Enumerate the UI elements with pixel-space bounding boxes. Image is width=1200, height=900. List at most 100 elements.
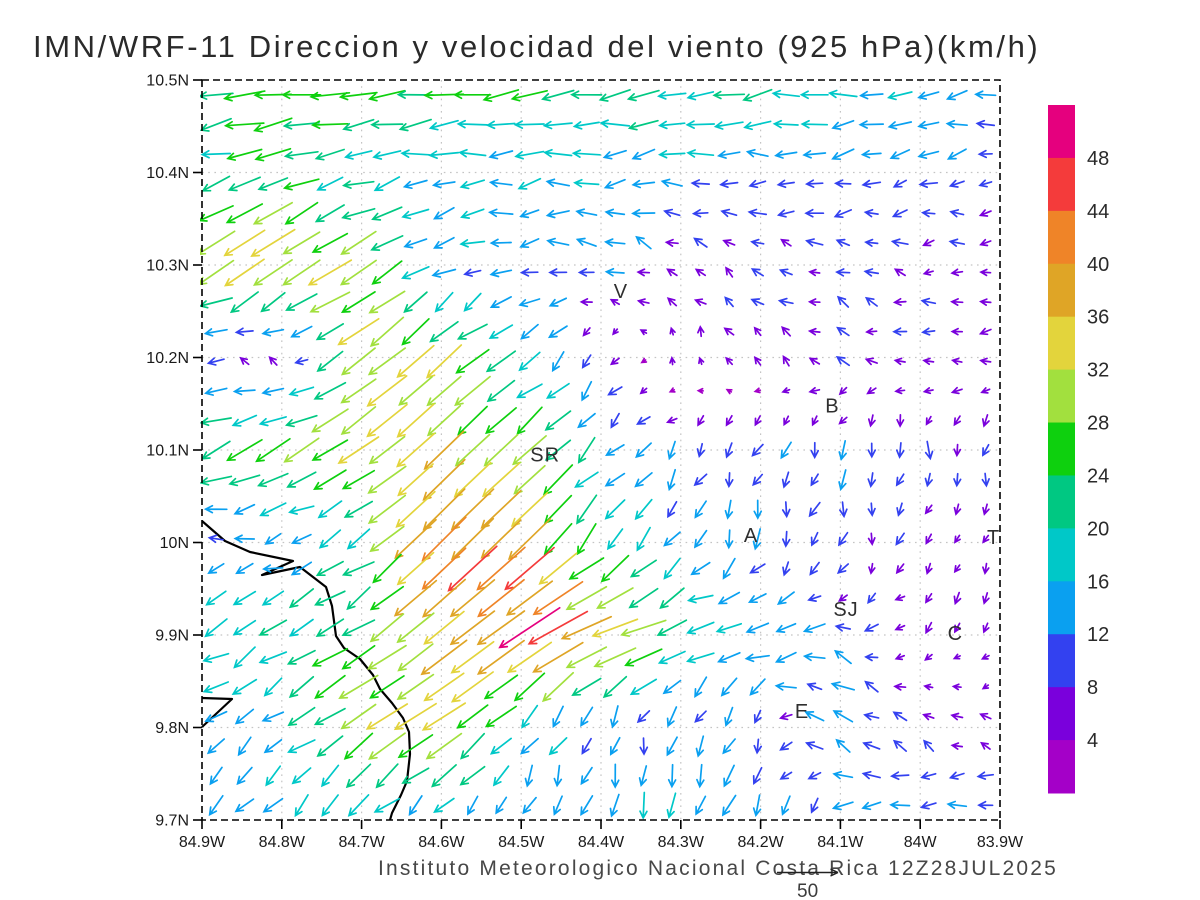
wind-arrow	[634, 472, 653, 488]
y-tick-label: 9.8N	[155, 720, 189, 737]
wind-arrow	[259, 502, 287, 517]
y-tick-label: 10.1N	[146, 443, 189, 460]
wind-arrow	[698, 356, 705, 366]
wind-arrow	[896, 413, 905, 428]
wind-arrow	[250, 228, 296, 257]
wind-arrow	[517, 177, 542, 190]
wind-arrow	[804, 179, 824, 188]
wind-arrow	[206, 357, 225, 366]
wind-arrow	[283, 150, 319, 160]
wind-arrow	[977, 800, 994, 810]
wind-arrow	[368, 732, 406, 760]
wind-arrow	[576, 494, 598, 525]
wind-arrow	[313, 381, 347, 400]
wind-arrow	[657, 149, 686, 159]
wind-arrow	[340, 230, 377, 256]
wind-arrow	[484, 705, 517, 728]
wind-arrow	[656, 619, 688, 636]
wind-arrow	[889, 800, 911, 810]
wind-arrow	[459, 179, 486, 190]
wind-arrow	[577, 436, 596, 464]
wind-arrow	[544, 410, 572, 431]
reference-speed-label: 50	[797, 881, 818, 900]
wind-arrow	[233, 503, 256, 515]
wind-arrow	[982, 503, 990, 516]
wind-arrow	[836, 326, 850, 337]
wind-arrow	[639, 387, 648, 395]
wind-arrow	[693, 529, 708, 549]
y-tick-label: 10N	[160, 535, 189, 552]
wind-arrow	[833, 209, 853, 219]
wind-arrow	[483, 674, 519, 700]
wind-arrow	[282, 231, 321, 255]
wind-arrow	[924, 653, 933, 661]
x-tick-label: 83.9W	[977, 834, 1024, 851]
wind-arrow	[543, 148, 573, 158]
wind-arrow	[226, 148, 263, 161]
wind-arrow	[482, 89, 520, 103]
wind-arrow	[459, 239, 486, 248]
wind-arrow	[835, 356, 851, 367]
chart-title: IMN/WRF-11 Direccion y velocidad del vie…	[33, 29, 1040, 64]
x-tick-label: 84.2W	[737, 834, 784, 851]
wind-arrow	[393, 702, 437, 731]
wind-arrow	[252, 259, 293, 286]
wind-arrow	[639, 791, 648, 820]
reference-vector: 50	[777, 868, 839, 900]
wind-arrow	[950, 742, 964, 750]
wind-arrow	[343, 732, 374, 760]
wind-arrow	[396, 673, 435, 701]
wind-arrow	[450, 517, 495, 561]
wind-arrow	[979, 268, 992, 277]
wind-arrow	[830, 681, 856, 691]
wind-arrow	[396, 344, 435, 378]
wind-arrow	[754, 415, 762, 427]
wind-arrow	[489, 238, 512, 248]
wind-arrow	[925, 621, 933, 635]
wind-arrow	[284, 201, 319, 225]
wind-arrow	[291, 767, 312, 785]
wind-arrow	[315, 323, 345, 341]
colorbar-label: 44	[1087, 201, 1109, 223]
wind-arrow	[320, 764, 340, 788]
wind-arrow	[925, 533, 933, 545]
wind-arrow	[321, 794, 339, 817]
x-tick-label: 84.9W	[179, 834, 226, 851]
wind-arrow	[234, 708, 255, 725]
wind-arrow	[577, 412, 596, 429]
wind-arrow	[261, 328, 285, 337]
wind-arrow	[371, 260, 403, 285]
wind-arrow	[310, 120, 349, 130]
wind-arrow	[867, 502, 876, 518]
wind-arrow	[397, 734, 434, 759]
coastline-islet	[201, 696, 234, 728]
wind-arrow	[697, 414, 705, 427]
colorbar-label: 24	[1087, 465, 1109, 487]
wind-arrow	[724, 296, 734, 308]
wind-arrow	[340, 291, 376, 314]
wind-arrow	[752, 794, 762, 818]
wind-arrow	[200, 149, 232, 159]
wind-arrow	[895, 563, 905, 575]
wind-arrow	[922, 357, 935, 366]
wind-arrow	[691, 208, 709, 218]
wind-arrow	[225, 203, 264, 224]
wind-arrow	[204, 618, 228, 638]
colorbar-label: 48	[1087, 148, 1109, 170]
wind-arrow	[283, 437, 320, 463]
wind-arrow	[804, 208, 825, 218]
wind-arrow	[889, 149, 911, 160]
wind-arrow	[925, 415, 933, 426]
colorbar-segment	[1048, 157, 1075, 212]
x-tick-label: 84.8W	[259, 834, 306, 851]
wind-arrow	[666, 792, 677, 819]
wind-arrow	[542, 464, 574, 496]
wind-arrow	[208, 794, 224, 817]
wind-arrow	[669, 326, 676, 336]
wind-arrow	[581, 354, 592, 369]
wind-arrow	[460, 732, 486, 760]
wind-arrow	[603, 178, 626, 190]
wind-arrow	[978, 179, 993, 188]
wind-arrow	[776, 209, 795, 218]
wind-arrow	[751, 443, 764, 457]
